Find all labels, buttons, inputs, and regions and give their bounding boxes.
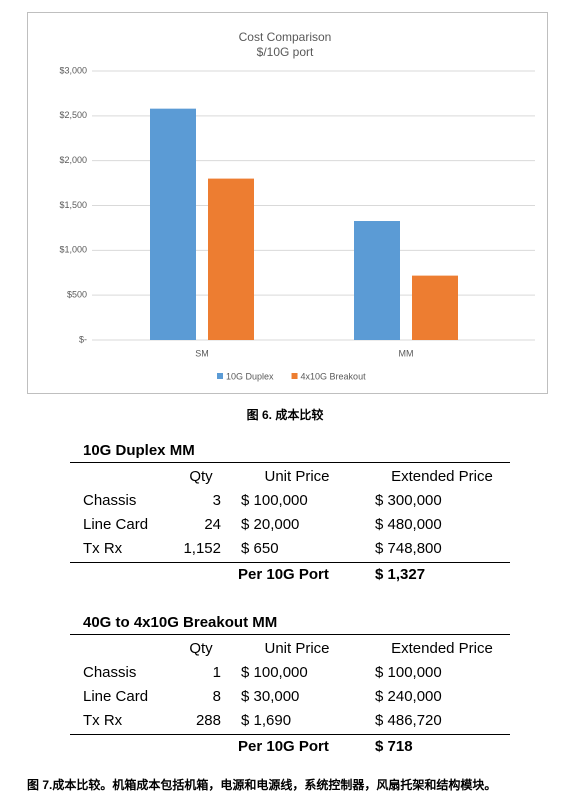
y-tick-label: $- [79,334,87,344]
column-header: Qty [189,468,213,485]
y-tick-label: $1,000 [59,245,87,255]
chart-title: Cost Comparison [239,30,332,44]
table-cell: Chassis [83,492,136,509]
table-cell: Chassis [83,664,136,681]
column-header: Unit Price [264,468,329,485]
x-tick-label: SM [195,348,209,358]
table-cell: $ 240,000 [375,688,442,705]
table-cell: $ 1,690 [241,712,291,729]
total-value: $ 1,327 [375,566,425,583]
table-cell: $ 100,000 [375,664,442,681]
y-tick-label: $3,000 [59,65,87,75]
table-cell: 8 [213,688,221,705]
table-cell: $ 480,000 [375,516,442,533]
y-tick-label: $500 [67,290,87,300]
bar [354,221,400,340]
y-tick-label: $2,500 [59,110,87,120]
total-label: Per 10G Port [238,738,329,755]
y-tick-label: $1,500 [59,200,87,210]
total-label: Per 10G Port [238,566,329,583]
table-cell: $ 30,000 [241,688,299,705]
table-title: 10G Duplex MM [83,442,195,459]
figure-caption: 图 7.成本比较。机箱成本包括机箱，电源和电源线，系统控制器，风扇托架和结构模块… [27,777,496,792]
table-cell: Line Card [83,688,148,705]
legend-swatch [217,373,223,379]
column-header: Extended Price [391,468,493,485]
bar [208,178,254,340]
bar [412,275,458,340]
column-header: Unit Price [264,640,329,657]
table-cell: $ 748,800 [375,540,442,557]
table-cell: $ 20,000 [241,516,299,533]
legend-swatch [291,373,298,379]
figure-caption: 图 6. 成本比较 [247,407,324,422]
table-cell: $ 100,000 [241,664,308,681]
legend-label: 4x10G Breakout [301,371,367,381]
bar [150,108,196,340]
table-cell: Tx Rx [83,712,123,729]
chart-subtitle: $/10G port [257,45,314,59]
chart-frame [27,12,548,394]
table-cell: $ 650 [241,540,279,557]
table-title: 40G to 4x10G Breakout MM [83,614,277,631]
table-cell: 288 [196,712,221,729]
table-cell: 1,152 [183,540,221,557]
column-header: Extended Price [391,640,493,657]
total-value: $ 718 [375,738,413,755]
table-cell: Line Card [83,516,148,533]
y-tick-label: $2,000 [59,155,87,165]
table-cell: $ 300,000 [375,492,442,509]
table-cell: 3 [213,492,221,509]
table-cell: $ 100,000 [241,492,308,509]
x-tick-label: MM [399,348,414,358]
legend-label: 10G Duplex [226,371,274,381]
column-header: Qty [189,640,213,657]
table-cell: Tx Rx [83,540,123,557]
table-cell: $ 486,720 [375,712,442,729]
table-cell: 24 [204,516,221,533]
table-cell: 1 [213,664,221,681]
